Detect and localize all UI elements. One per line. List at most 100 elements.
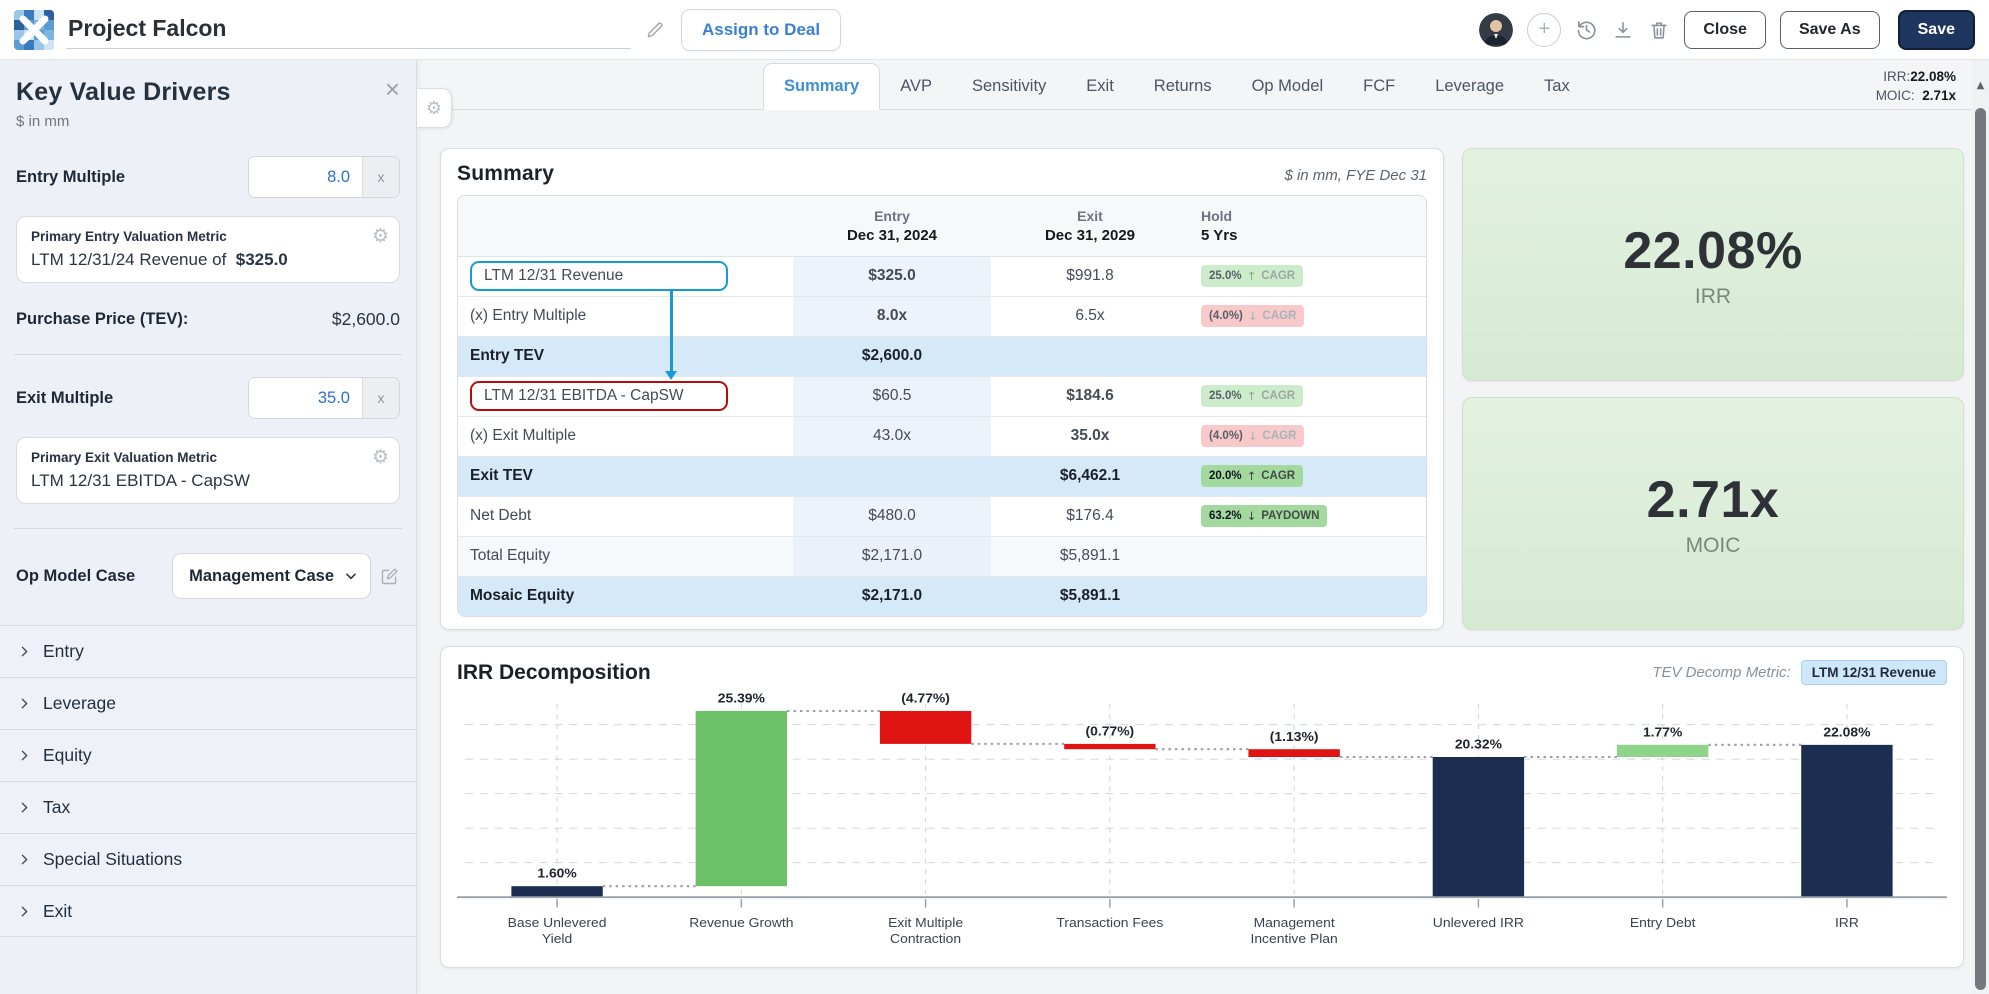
avatar[interactable] <box>1479 13 1513 47</box>
svg-text:Revenue Growth: Revenue Growth <box>689 916 793 931</box>
svg-text:Contraction: Contraction <box>890 932 961 947</box>
tab-exit[interactable]: Exit <box>1066 64 1134 109</box>
hold-cell: 63.2%↓PAYDOWN <box>1189 496 1426 536</box>
divider <box>14 528 402 529</box>
entry-value: $2,600.0 <box>793 336 991 376</box>
table-row: Net Debt$480.0$176.463.2%↓PAYDOWN <box>458 496 1426 536</box>
close-panel-icon[interactable]: × <box>385 78 400 100</box>
close-button[interactable]: Close <box>1684 11 1766 49</box>
entry-column-title: Entry <box>874 208 910 224</box>
waterfall-chart: 1.60%25.39%(4.77%)(0.77%)(1.13%)20.32%1.… <box>457 689 1947 961</box>
cagr-badge: 20.0%↑CAGR <box>1201 465 1303 487</box>
assign-to-deal-button[interactable]: Assign to Deal <box>681 9 841 51</box>
exit-column-date: Dec 31, 2029 <box>1045 227 1135 244</box>
save-button[interactable]: Save <box>1898 10 1975 50</box>
hold-cell: (4.0%)↓CAGR <box>1189 296 1426 336</box>
entry-value: $480.0 <box>793 496 991 536</box>
kpi-corner: IRR:22.08% MOIC: 2.71x <box>1876 67 1956 109</box>
svg-text:Unlevered IRR: Unlevered IRR <box>1433 916 1524 931</box>
op-model-case-value: Management Case <box>189 567 334 586</box>
hold-cell: 25.0%↑CAGR <box>1189 376 1426 416</box>
entry-value <box>793 456 991 496</box>
gear-icon[interactable]: ⚙ <box>372 225 389 247</box>
hold-cell: 20.0%↑CAGR <box>1189 456 1426 496</box>
label-column-header <box>458 196 793 256</box>
summary-table: Entry Dec 31, 2024 Exit Dec 31, 2029 Hol… <box>458 196 1426 616</box>
tab-sensitivity[interactable]: Sensitivity <box>952 64 1066 109</box>
entry-multiple-input[interactable] <box>249 157 362 197</box>
summary-card: Summary $ in mm, FYE Dec 31 Entry Dec 31… <box>440 148 1444 630</box>
chevron-down-icon <box>344 569 358 583</box>
tab-summary[interactable]: Summary <box>763 63 880 110</box>
sidebar-section-leverage[interactable]: Leverage <box>0 677 416 729</box>
svg-text:25.39%: 25.39% <box>718 691 765 706</box>
sidebar-section-label: Equity <box>43 745 92 766</box>
entry-multiple-suffix: x <box>362 157 399 197</box>
summary-table-wrap: Entry Dec 31, 2024 Exit Dec 31, 2029 Hol… <box>457 195 1427 617</box>
entry-metric-text: LTM 12/31/24 Revenue of <box>31 250 226 269</box>
summary-units-note: $ in mm, FYE Dec 31 <box>1284 167 1427 184</box>
tab-fcf[interactable]: FCF <box>1343 64 1415 109</box>
edit-title-icon[interactable] <box>645 20 665 40</box>
tev-decomp-metric-chip[interactable]: LTM 12/31 Revenue <box>1801 660 1947 685</box>
document-title-input[interactable] <box>66 11 631 49</box>
entry-metric-label: Primary Entry Valuation Metric <box>31 229 385 244</box>
scrollbar-thumb[interactable] <box>1975 108 1986 990</box>
moic-corner-label: MOIC: <box>1876 88 1915 103</box>
entry-value: $325.0 <box>793 256 991 296</box>
moic-card: 2.71x MOIC <box>1462 397 1964 630</box>
waterfall-bar <box>511 886 602 897</box>
chevron-right-icon <box>18 853 31 866</box>
units-note: $ in mm <box>16 113 400 130</box>
entry-multiple-input-group: x <box>248 156 400 198</box>
svg-text:Management: Management <box>1254 916 1335 931</box>
sidebar-section-label: Tax <box>43 797 70 818</box>
panel-settings-flap[interactable]: ⚙ <box>417 88 452 128</box>
save-as-button[interactable]: Save As <box>1780 11 1880 49</box>
vertical-scrollbar[interactable]: ▲ <box>1972 60 1989 994</box>
annotation-box-red: LTM 12/31 EBITDA - CapSW <box>470 381 728 411</box>
svg-text:Exit Multiple: Exit Multiple <box>888 916 963 931</box>
tab-leverage[interactable]: Leverage <box>1415 64 1524 109</box>
exit-multiple-input-group: x <box>248 377 400 419</box>
table-row: Entry TEV$2,600.0 <box>458 336 1426 376</box>
summary-title: Summary <box>457 162 554 186</box>
annotation-box-blue: LTM 12/31 Revenue <box>470 261 728 291</box>
exit-multiple-input[interactable] <box>249 378 362 418</box>
sidebar-section-equity[interactable]: Equity <box>0 729 416 781</box>
download-icon[interactable] <box>1612 19 1634 41</box>
exit-metric-text: LTM 12/31 EBITDA - CapSW <box>31 471 385 491</box>
tab-op-model[interactable]: Op Model <box>1232 64 1344 109</box>
tab-tax[interactable]: Tax <box>1524 64 1590 109</box>
history-icon[interactable] <box>1575 18 1598 41</box>
hold-column-duration: 5 Yrs <box>1201 227 1237 244</box>
add-collaborator-button[interactable]: + <box>1527 13 1561 47</box>
exit-value: $991.8 <box>991 256 1189 296</box>
app-logo <box>14 10 54 50</box>
op-model-case-select[interactable]: Management Case <box>172 553 371 599</box>
primary-entry-valuation-card: Primary Entry Valuation Metric LTM 12/31… <box>16 216 400 283</box>
sidebar-section-special-situations[interactable]: Special Situations <box>0 833 416 885</box>
scroll-up-icon[interactable]: ▲ <box>1972 80 1989 91</box>
waterfall-bar <box>1801 745 1892 897</box>
tab-returns[interactable]: Returns <box>1134 64 1232 109</box>
summary-table-body: LTM 12/31 Revenue $325.0$991.8 25.0%↑CAGR (… <box>458 256 1426 616</box>
annotation-arrow <box>670 290 673 372</box>
chevron-right-icon <box>18 749 31 762</box>
sidebar-section-tax[interactable]: Tax <box>0 781 416 833</box>
tabs: SummaryAVPSensitivityExitReturnsOp Model… <box>763 60 1590 109</box>
table-row: LTM 12/31 Revenue$325.0$991.825.0%↑CAGR <box>458 256 1426 296</box>
sidebar-section-entry[interactable]: Entry <box>0 625 416 677</box>
sidebar-section-exit[interactable]: Exit <box>0 885 416 937</box>
chevron-right-icon <box>18 645 31 658</box>
entry-value: 8.0x <box>793 296 991 336</box>
exit-value: $5,891.1 <box>991 536 1189 576</box>
table-row: Mosaic Equity$2,171.0$5,891.1 <box>458 576 1426 616</box>
gear-icon[interactable]: ⚙ <box>372 446 389 468</box>
edit-case-icon[interactable] <box>379 566 400 587</box>
paydown-badge: 63.2%↓PAYDOWN <box>1201 505 1327 527</box>
irr-decomposition-card: IRR Decomposition TEV Decomp Metric: LTM… <box>440 646 1964 968</box>
tab-avp[interactable]: AVP <box>880 64 952 109</box>
op-model-case-label: Op Model Case <box>16 567 135 586</box>
delete-icon[interactable] <box>1648 19 1670 41</box>
